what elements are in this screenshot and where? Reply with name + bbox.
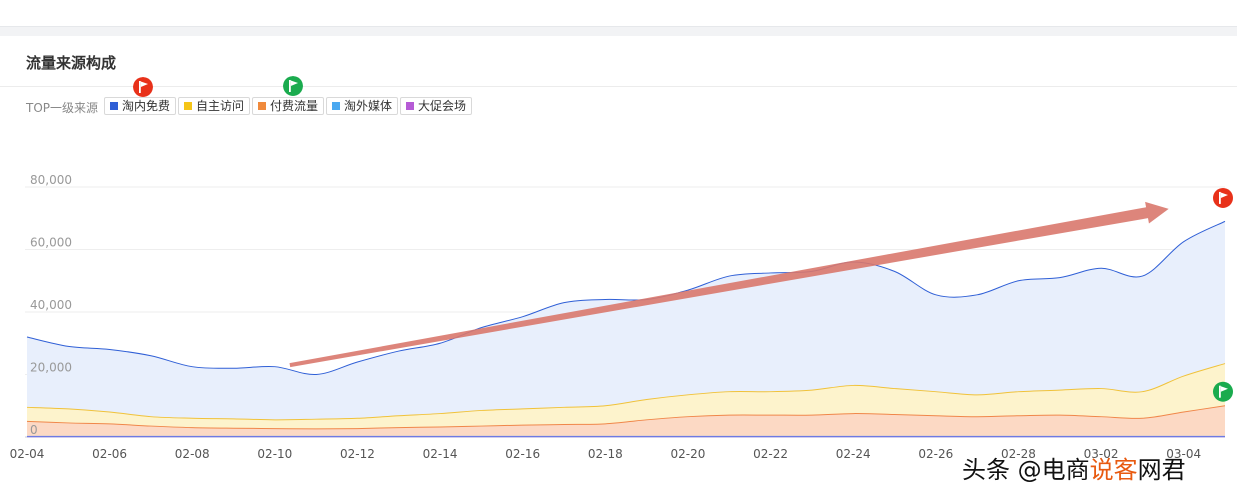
x-tick-label: 02-24 — [836, 447, 871, 461]
x-tick-label: 02-28 — [1001, 447, 1036, 461]
legend-swatch — [406, 102, 414, 110]
red-flag-icon — [133, 77, 153, 97]
top-bar — [0, 0, 1237, 27]
legend-swatch — [332, 102, 340, 110]
legend-chip-label: 淘外媒体 — [344, 99, 393, 113]
trend-arrow — [289, 201, 1169, 368]
watermark-suffix: 网君 — [1137, 456, 1186, 484]
y-tick-label: 80,000 — [30, 173, 72, 187]
green-flag-icon — [283, 76, 303, 96]
green-flag-icon — [1213, 381, 1233, 402]
chart-areas — [27, 221, 1225, 437]
x-tick-label: 02-06 — [92, 447, 127, 461]
title-divider — [0, 86, 1237, 87]
legend-chip-taonei-free[interactable]: 淘内免费 — [104, 97, 177, 115]
y-tick-label: 0 — [30, 423, 38, 437]
chart-annotations — [289, 187, 1233, 402]
red-flag-icon — [1213, 187, 1233, 208]
x-tick-label: 02-18 — [588, 447, 623, 461]
x-tick-label: 02-04 — [10, 447, 45, 461]
legend-chip-promo-venue[interactable]: 大促会场 — [400, 97, 473, 115]
legend-chip-label: 淘内免费 — [122, 99, 171, 113]
y-axis-ticks: 0 20,000 40,000 60,000 80,000 — [30, 173, 72, 437]
legend-swatch — [258, 102, 266, 110]
legend-chip-direct-visit[interactable]: 自主访问 — [178, 97, 251, 115]
series-area — [27, 221, 1225, 437]
x-axis-ticks: 02-04 02-06 02-08 02-10 02-12 02-14 02-16 02-18… — [10, 447, 1202, 461]
x-tick-label: 02-22 — [753, 447, 788, 461]
x-tick-label: 02-08 — [175, 447, 210, 461]
x-tick-label: 03-04 — [1166, 447, 1201, 461]
x-tick-label: 02-10 — [257, 447, 292, 461]
panel-title: 流量来源构成 — [26, 54, 117, 72]
legend-chip-label: 付费流量 — [270, 99, 319, 113]
legend-chip-paid-traffic[interactable]: 付费流量 — [252, 97, 325, 115]
legend-chip-label: 大促会场 — [418, 99, 467, 113]
y-tick-label: 40,000 — [30, 298, 72, 312]
legend-label: TOP一级来源 — [26, 101, 99, 115]
x-tick-label: 03-02 — [1084, 447, 1119, 461]
x-tick-label: 02-26 — [918, 447, 953, 461]
x-tick-label: 02-16 — [505, 447, 540, 461]
legend-chip-external-media[interactable]: 淘外媒体 — [326, 97, 399, 115]
y-tick-label: 60,000 — [30, 236, 72, 250]
series-line — [26, 363, 1226, 421]
x-tick-label: 02-20 — [671, 447, 706, 461]
watermark-highlight: 说客 — [1089, 456, 1138, 484]
x-tick-label: 02-14 — [423, 447, 458, 461]
watermark-prefix: 头条 @电商 — [962, 456, 1090, 484]
x-tick-label: 02-12 — [340, 447, 375, 461]
series-line — [26, 220, 1226, 376]
chart-lines — [26, 220, 1226, 438]
legend-chip-label: 自主访问 — [196, 99, 245, 113]
y-tick-label: 20,000 — [30, 361, 72, 375]
legend-swatch — [110, 102, 118, 110]
series-line — [26, 405, 1226, 430]
legend-swatch — [184, 102, 192, 110]
watermark: 头条 @电商说客网君 — [962, 450, 1186, 485]
